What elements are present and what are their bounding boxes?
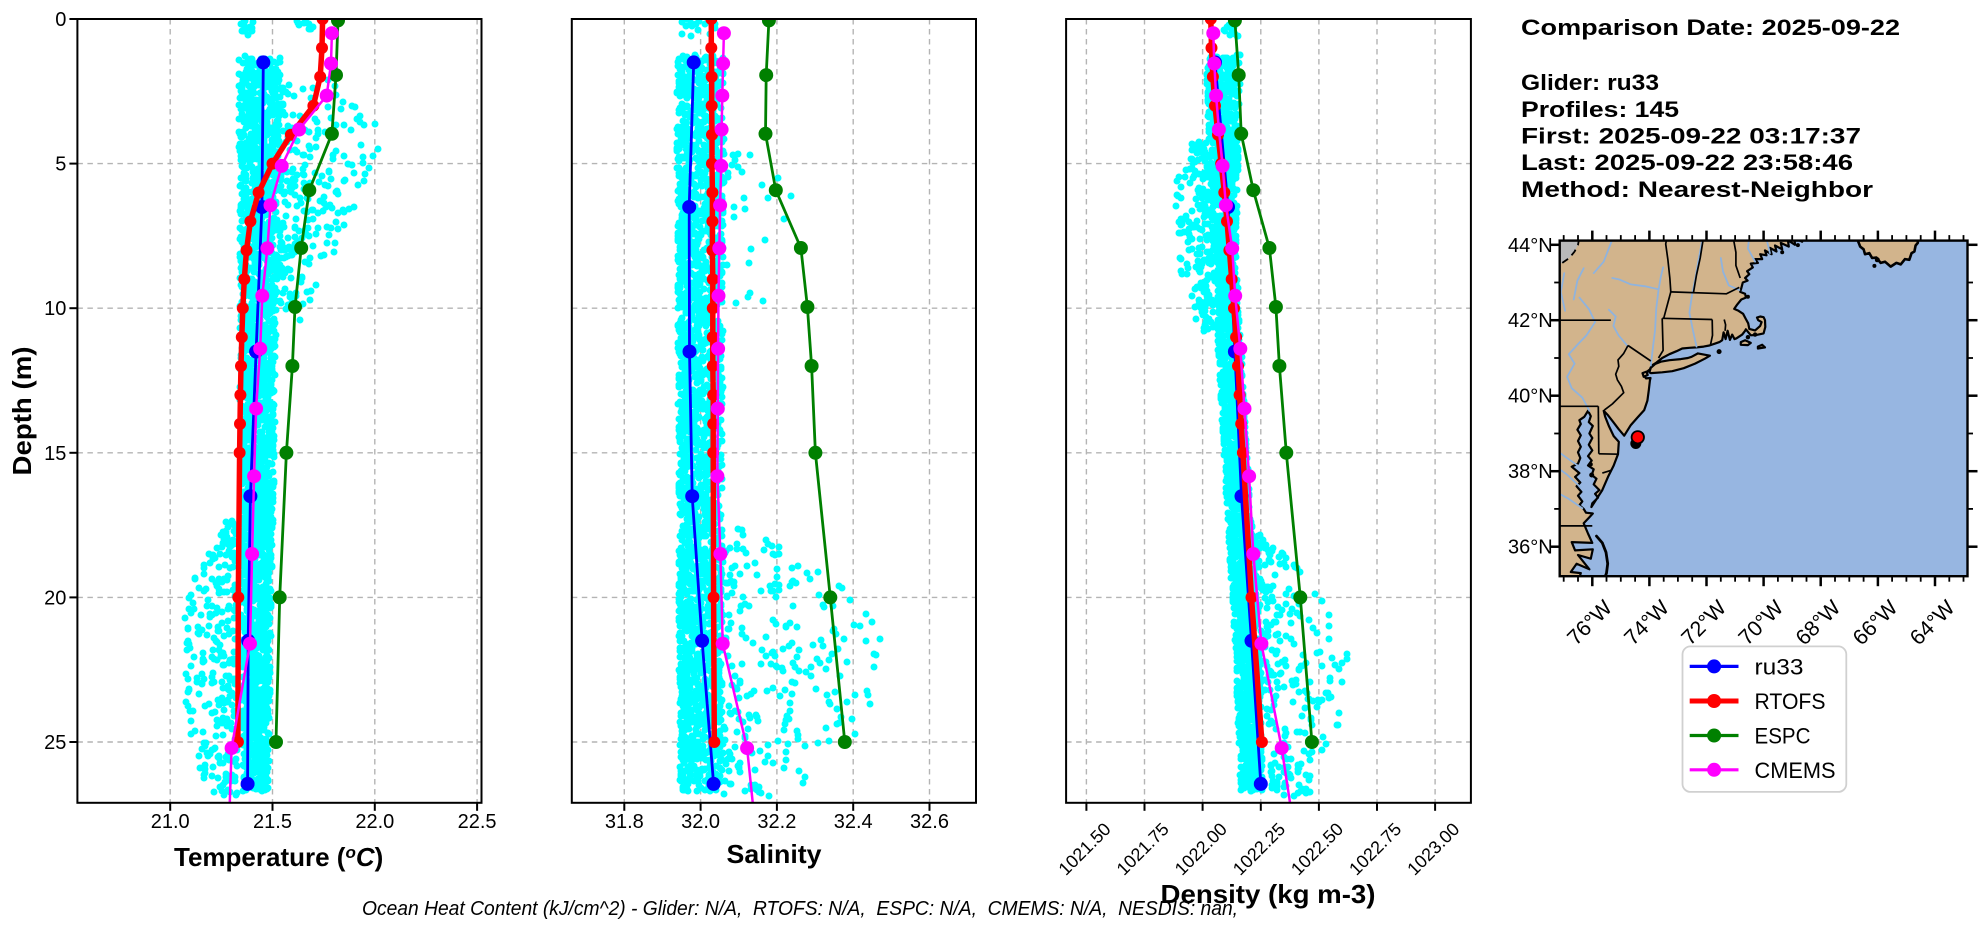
svg-text:38°N: 38°N [1508, 461, 1553, 483]
svg-text:Salinity: Salinity [727, 839, 823, 869]
svg-text:32.4: 32.4 [834, 811, 873, 833]
svg-text:15: 15 [44, 443, 66, 465]
svg-text:Temperature (oC): Temperature (oC) [174, 842, 383, 872]
svg-text:20: 20 [44, 587, 66, 609]
svg-text:21.0: 21.0 [151, 811, 190, 833]
svg-text:40°N: 40°N [1508, 386, 1553, 408]
svg-text:CMEMS: CMEMS [1755, 758, 1836, 783]
svg-text:0: 0 [55, 9, 66, 31]
svg-text:25: 25 [44, 732, 66, 754]
svg-text:22.0: 22.0 [355, 811, 394, 833]
svg-text:22.5: 22.5 [458, 811, 497, 833]
svg-text:32.0: 32.0 [681, 811, 720, 833]
svg-text:Depth (m): Depth (m) [7, 347, 37, 476]
svg-text:5: 5 [55, 154, 66, 176]
svg-text:42°N: 42°N [1508, 310, 1553, 332]
svg-text:21.5: 21.5 [253, 811, 292, 833]
svg-text:44°N: 44°N [1508, 235, 1553, 257]
svg-text:32.2: 32.2 [757, 811, 796, 833]
svg-text:Profiles: 145: Profiles: 145 [1521, 97, 1679, 122]
svg-text:RTOFS: RTOFS [1755, 689, 1826, 714]
svg-text:31.8: 31.8 [605, 811, 644, 833]
svg-text:ESPC: ESPC [1755, 724, 1811, 749]
svg-text:Last: 2025-09-22 23:58:46: Last: 2025-09-22 23:58:46 [1521, 150, 1853, 175]
svg-text:Comparison Date: 2025-09-22: Comparison Date: 2025-09-22 [1521, 15, 1900, 40]
svg-text:10: 10 [44, 298, 66, 320]
svg-text:Density (kg m-3): Density (kg m-3) [1161, 879, 1376, 909]
svg-text:First: 2025-09-22 03:17:37: First: 2025-09-22 03:17:37 [1521, 124, 1861, 149]
svg-text:36°N: 36°N [1508, 537, 1553, 559]
svg-text:ru33: ru33 [1755, 654, 1804, 679]
svg-text:Glider: ru33: Glider: ru33 [1521, 70, 1659, 95]
svg-text:Method: Nearest-Neighbor: Method: Nearest-Neighbor [1521, 177, 1874, 202]
svg-text:Ocean Heat Content (kJ/cm^2) -: Ocean Heat Content (kJ/cm^2) - Glider: N… [362, 898, 1238, 920]
svg-text:32.6: 32.6 [910, 811, 949, 833]
